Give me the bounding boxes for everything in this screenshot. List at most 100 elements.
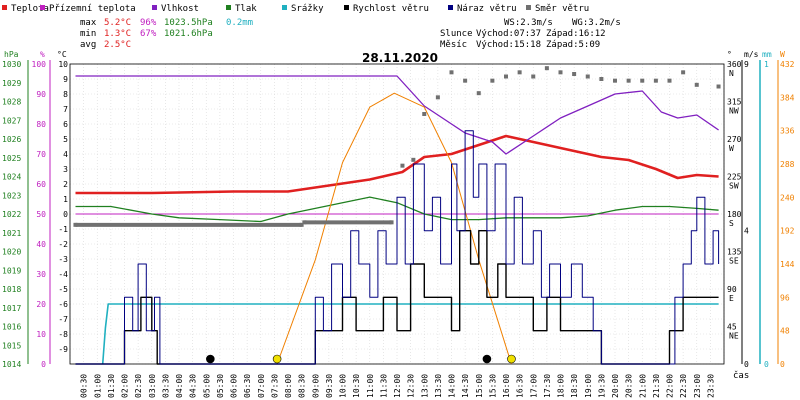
- tick-temperature-6: -6: [58, 300, 68, 309]
- series-teplota: [75, 134, 719, 195]
- tick-x-20-00: 20:00: [611, 374, 620, 398]
- tick-x-01-30: 01:30: [107, 374, 116, 398]
- tick-x-18-30: 18:30: [570, 374, 579, 398]
- tick-x-12-30: 12:30: [407, 374, 416, 398]
- sun-label: Slunce: [440, 29, 473, 39]
- tick-temperature-7: -7: [58, 315, 68, 324]
- tick-solar-0: 0: [780, 360, 785, 369]
- legend-swatch-smer-vetru: [526, 5, 531, 10]
- tick-humidity-10: 10: [36, 330, 46, 339]
- point-smer-vetru-19: [599, 77, 604, 81]
- point-smer-vetru-7: [435, 95, 440, 100]
- tick-x-03-30: 03:30: [161, 374, 170, 398]
- point-smer-vetru-8: [449, 70, 454, 75]
- point-smer-vetru-6: [422, 112, 427, 116]
- point-smer-vetru-17: [572, 72, 577, 76]
- tick-humidity-100: 100: [32, 60, 47, 69]
- tick-pressure-1015: 1015: [2, 341, 21, 350]
- point-smer-vetru-25: [681, 70, 686, 75]
- legend-swatch-teplota: [2, 5, 7, 10]
- tick-wind-dir-label-sw: SW: [729, 182, 739, 191]
- tick-wind-speed-0: 0: [744, 360, 749, 369]
- stat-max-hum: 96%: [140, 18, 157, 28]
- tick-wind-dir-label-s: S: [729, 219, 734, 228]
- tick-x-20-30: 20:30: [625, 374, 634, 398]
- tick-solar-288: 288: [780, 160, 795, 169]
- tick-x-06-30: 06:30: [243, 374, 252, 398]
- stat-min-hum: 67%: [140, 29, 157, 39]
- legend-label-naraz-vetru: Náraz větru: [457, 4, 517, 14]
- tick-x-09-30: 09:30: [325, 374, 334, 398]
- point-smer-vetru-5: [411, 157, 416, 162]
- tick-humidity-60: 60: [36, 180, 46, 189]
- tick-wind-dir-label-ne: NE: [729, 332, 739, 341]
- tick-solar-240: 240: [780, 193, 795, 202]
- tick-temperature-6: 6: [63, 120, 68, 129]
- tick-humidity-90: 90: [36, 90, 46, 99]
- tick-pressure-1030: 1030: [2, 60, 21, 69]
- tick-wind-dir-45: 45: [727, 323, 737, 332]
- tick-temperature-7: 7: [63, 105, 68, 114]
- tick-pressure-1027: 1027: [2, 116, 21, 125]
- stat-max-press: 1023.5hPa: [164, 18, 213, 28]
- tick-humidity-30: 30: [36, 270, 46, 279]
- tick-x-10-00: 10:00: [339, 374, 348, 398]
- series-srazky: [101, 303, 719, 365]
- legend-swatch-prizemni-teplota: [40, 5, 45, 10]
- tick-wind-dir-label-nw: NW: [729, 107, 739, 116]
- tick-wind-dir-270: 270: [727, 135, 742, 144]
- legend-label-smer-vetru: Směr větru: [535, 4, 589, 14]
- tick-temperature-2: 2: [63, 180, 68, 189]
- point-smer-vetru-12: [504, 74, 508, 79]
- tick-temperature-8: -8: [58, 330, 68, 339]
- tick-x-03-00: 03:00: [148, 374, 157, 398]
- tick-temperature-9: 9: [63, 75, 68, 84]
- axis-solar-unit: W: [780, 50, 785, 59]
- sun-rise: Východ:07:37: [476, 29, 541, 39]
- tick-wind-dir-180: 180: [727, 210, 742, 219]
- legend-label-teplota: Teplota: [11, 4, 49, 14]
- chart-title: 28.11.2020: [362, 51, 438, 65]
- tick-x-07-00: 07:00: [257, 374, 266, 398]
- tick-x-16-30: 16:30: [516, 374, 525, 398]
- stat-avg-label: avg: [80, 40, 96, 50]
- tick-x-08-30: 08:30: [298, 374, 307, 398]
- tick-x-17-00: 17:00: [529, 374, 538, 398]
- legend: Teplota Přízemní teplota Vlhkost Tlak Srážky…: [2, 4, 589, 14]
- tick-x-23-30: 23:30: [706, 374, 715, 398]
- stat-min-label: min: [80, 29, 96, 39]
- tick-temperature-5: 5: [63, 135, 68, 144]
- stat-max-temp: 5.2°C: [104, 18, 131, 28]
- series-naraz-vetru: [75, 130, 720, 365]
- tick-x-00-30: 00:30: [80, 374, 89, 398]
- tick-temperature-4: 4: [63, 150, 68, 159]
- tick-pressure-1022: 1022: [2, 210, 21, 219]
- point-smer-vetru-27: [716, 84, 721, 89]
- point-smer-vetru-18: [585, 74, 590, 79]
- legend-swatch-tlak: [226, 5, 231, 10]
- tick-temperature-0: 0: [63, 210, 68, 219]
- tick-rain-0: 0: [764, 360, 769, 369]
- point-smer-vetru-16: [558, 70, 563, 75]
- point-smer-vetru-21: [626, 78, 631, 83]
- tick-x-23-00: 23:00: [693, 374, 702, 398]
- tick-wind-dir-225: 225: [727, 173, 742, 182]
- tick-temperature-3: -3: [58, 255, 68, 264]
- legend-label-tlak: Tlak: [235, 4, 257, 14]
- tick-wind-dir-360: 360: [727, 60, 742, 69]
- legend-label-prizemni-teplota: Přízemní teplota: [49, 4, 136, 14]
- tick-pressure-1014: 1014: [2, 360, 21, 369]
- tick-pressure-1028: 1028: [2, 98, 21, 107]
- legend-swatch-rychlost-vetru: [344, 5, 349, 10]
- tick-solar-96: 96: [780, 293, 790, 302]
- point-smer-vetru-13: [517, 70, 522, 75]
- tick-pressure-1019: 1019: [2, 266, 21, 275]
- point-smer-vetru-10: [476, 91, 481, 96]
- tick-x-22-30: 22:30: [679, 374, 688, 398]
- tick-pressure-1025: 1025: [2, 154, 21, 163]
- tick-temperature-10: 10: [58, 60, 68, 69]
- tick-x-10-30: 10:30: [352, 374, 361, 398]
- tick-wind-speed-9: 9: [744, 60, 749, 69]
- stat-min-temp: 1.3°C: [104, 29, 131, 39]
- tick-x-05-30: 05:30: [216, 374, 225, 398]
